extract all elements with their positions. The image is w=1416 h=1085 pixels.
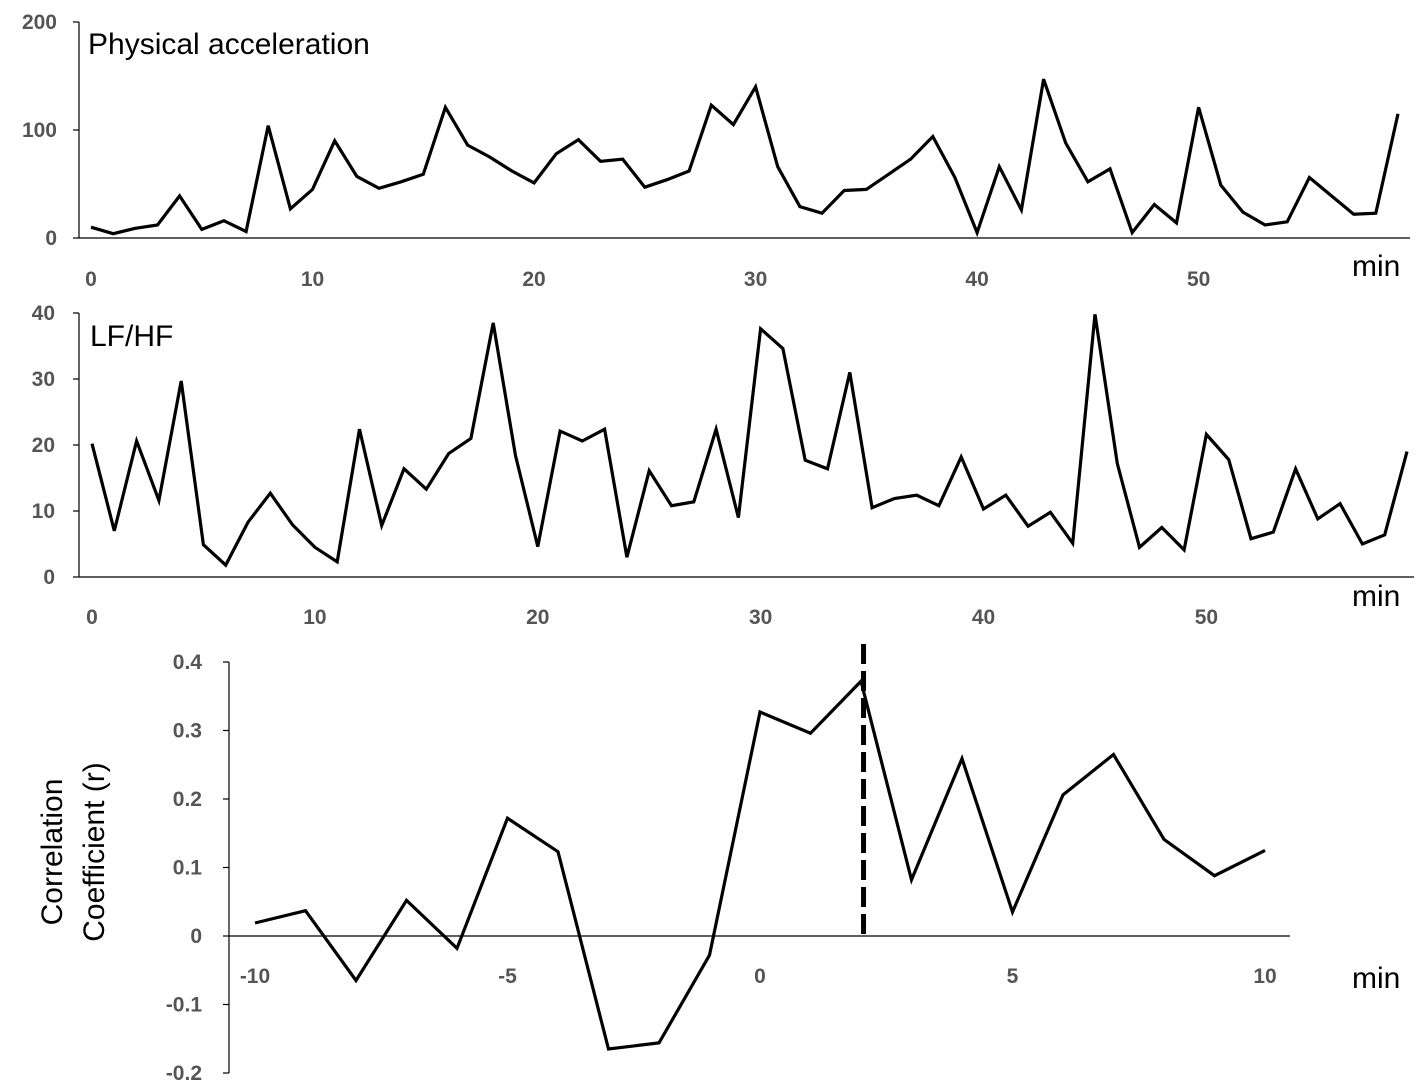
x-tick-label: 10 [301, 268, 324, 291]
y-tick-label: -0.2 [166, 1062, 202, 1085]
x-tick-label: 40 [965, 268, 988, 291]
p2-plot: 0 10 20 30 40 0 10 20 30 40 50 [32, 302, 1414, 629]
y-tick-label: 0 [45, 227, 57, 250]
x-tick-label: 5 [1007, 965, 1019, 988]
p1-plot: 0 100 200 0 10 20 30 40 50 [22, 11, 1410, 291]
x-tick-label: 0 [85, 268, 97, 291]
p3-x-unit: min [1352, 962, 1400, 995]
x-tick-label: 20 [526, 606, 549, 629]
x-tick-label: 30 [749, 606, 772, 629]
x-tick-label: 0 [86, 606, 98, 629]
p3-y-label-line-1: Correlation [36, 779, 69, 926]
x-tick-label: -5 [498, 965, 517, 988]
y-tick-label: -0.1 [166, 994, 203, 1017]
p1-title: Physical acceleration [88, 28, 370, 61]
y-tick-label: 200 [22, 11, 57, 34]
y-tick-label: 0.3 [173, 720, 202, 743]
p3-plot: -0.2 -0.1 0 0.1 0.2 0.3 0.4 -10 -5 0 5 10 [166, 644, 1290, 1085]
x-tick-label: 10 [303, 606, 326, 629]
x-tick-label: -10 [240, 965, 270, 988]
y-tick-label: 40 [32, 302, 55, 325]
p2-x-unit: min [1352, 580, 1400, 613]
x-tick-label: 50 [1187, 268, 1210, 291]
x-tick-label: 40 [972, 606, 995, 629]
x-tick-label: 30 [744, 268, 767, 291]
y-tick-label: 0.1 [173, 857, 203, 880]
p1-x-unit: min [1352, 250, 1400, 283]
y-tick-label: 10 [32, 500, 55, 523]
y-tick-label: 0.4 [173, 651, 203, 674]
x-tick-label: 20 [522, 268, 545, 291]
series-line [90, 78, 1400, 238]
panel-physical-acceleration: 0 100 200 0 10 20 30 40 50 Physical acceleration… [22, 11, 1410, 291]
y-tick-label: 30 [32, 368, 55, 391]
panel-correlation: -0.2 -0.1 0 0.1 0.2 0.3 0.4 -10 -5 0 5 10 min Corre… [36, 644, 1400, 1085]
series-line [254, 678, 1266, 1051]
panel-lf-hf: 0 10 20 30 40 0 10 20 30 40 50 LF/HF min [32, 302, 1414, 629]
x-tick-label: 0 [754, 965, 766, 988]
x-tick-label: 10 [1253, 965, 1276, 988]
y-tick-label: 20 [32, 434, 55, 457]
x-tick-label: 50 [1195, 606, 1218, 629]
p3-y-label-line-2: Coefficient (r) [78, 762, 111, 942]
series-line [90, 314, 1409, 568]
y-tick-label: 0 [190, 925, 202, 948]
y-tick-label: 100 [22, 119, 57, 142]
y-tick-label: 0 [43, 566, 55, 589]
p2-title: LF/HF [90, 320, 173, 353]
y-tick-label: 0.2 [173, 788, 202, 811]
